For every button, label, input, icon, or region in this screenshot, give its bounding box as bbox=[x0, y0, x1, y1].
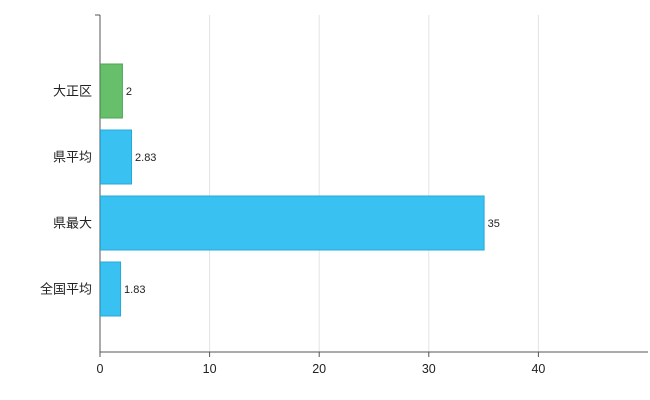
x-tick-label: 30 bbox=[422, 362, 436, 376]
bar bbox=[100, 63, 123, 119]
bar bbox=[100, 261, 122, 317]
bar bbox=[100, 195, 485, 251]
x-tick-label: 0 bbox=[97, 362, 104, 376]
value-label: 2.83 bbox=[135, 152, 156, 164]
x-tick-label: 10 bbox=[203, 362, 217, 376]
category-label: 県最大 bbox=[53, 216, 92, 231]
category-label: 県平均 bbox=[53, 150, 92, 165]
bar bbox=[100, 129, 133, 185]
value-label: 2 bbox=[126, 86, 132, 98]
category-label: 全国平均 bbox=[40, 282, 92, 297]
x-tick-label: 20 bbox=[312, 362, 326, 376]
value-label: 1.83 bbox=[124, 284, 145, 296]
value-label: 35 bbox=[488, 218, 500, 230]
x-tick-label: 40 bbox=[531, 362, 545, 376]
category-label: 大正区 bbox=[53, 84, 92, 99]
